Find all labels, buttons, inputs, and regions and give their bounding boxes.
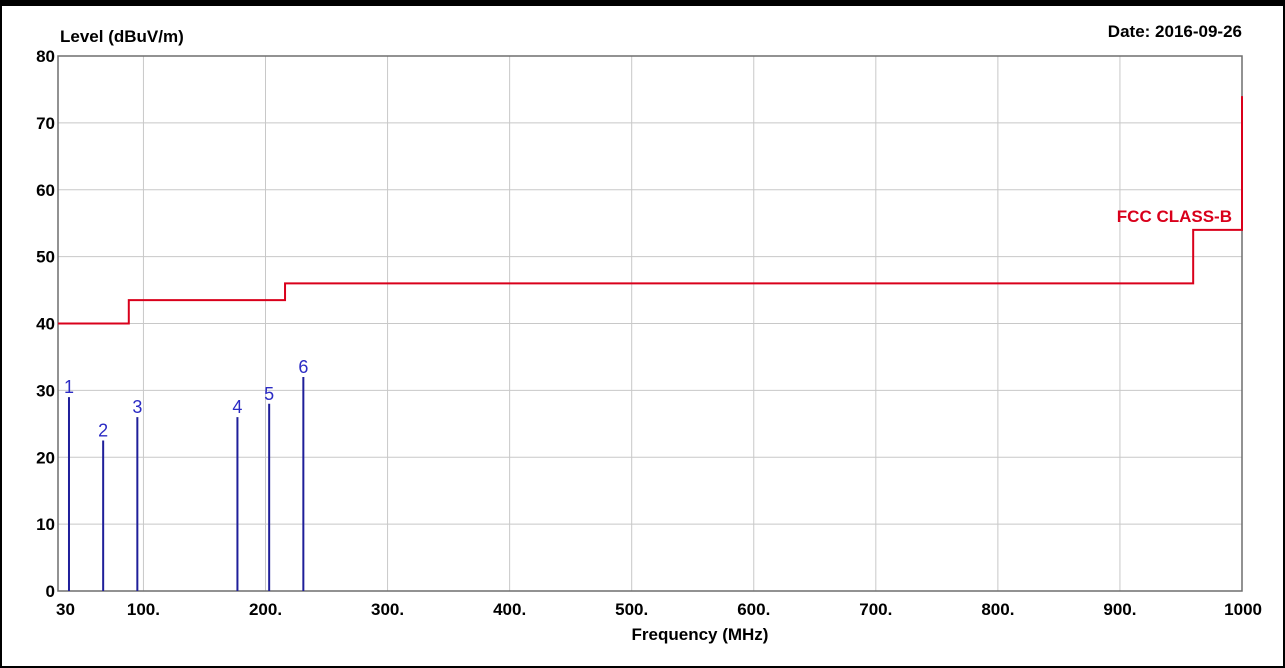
grid-lines [58, 56, 1242, 591]
x-tick-label: 500. [615, 600, 648, 619]
y-tick-label: 20 [36, 448, 55, 467]
x-tick-label: 600. [737, 600, 770, 619]
limit-line-label: FCC CLASS-B [1117, 207, 1232, 226]
x-tick-label: 30 [56, 600, 75, 619]
peak-markers: 1 2 3 4 5 6 [64, 357, 308, 591]
y-tick-label: 10 [36, 515, 55, 534]
y-axis-label: Level (dBuV/m) [60, 27, 184, 46]
x-tick-label: 700. [859, 600, 892, 619]
x-tick-label: 100. [127, 600, 160, 619]
limit-line-fcc-class-b [58, 96, 1243, 325]
y-tick-label: 0 [46, 582, 55, 601]
peak-label-6: 6 [298, 357, 308, 377]
x-tick-label: 300. [371, 600, 404, 619]
peak-label-1: 1 [64, 377, 74, 397]
x-tick-label: 1000 [1224, 600, 1262, 619]
peak-label-5: 5 [264, 384, 274, 404]
x-tick-label: 200. [249, 600, 282, 619]
peak-label-3: 3 [132, 397, 142, 417]
top-strip [0, 0, 1285, 6]
x-tick-label: 400. [493, 600, 526, 619]
y-tick-label: 40 [36, 315, 55, 334]
x-axis-label: Frequency (MHz) [632, 625, 769, 644]
date-label: Date: 2016-09-26 [1108, 22, 1242, 41]
y-tick-label: 50 [36, 248, 55, 267]
y-tick-labels: 0 10 20 30 40 50 60 70 80 [36, 47, 55, 601]
x-tick-labels: 30 100. 200. 300. 400. 500. 600. 700. 800. 900. 10… [56, 600, 1262, 619]
peak-label-4: 4 [232, 397, 242, 417]
y-tick-label: 70 [36, 114, 55, 133]
x-tick-label: 800. [981, 600, 1014, 619]
x-tick-label: 900. [1103, 600, 1136, 619]
y-tick-label: 30 [36, 381, 55, 400]
peak-label-2: 2 [98, 421, 108, 441]
y-tick-label: 60 [36, 181, 55, 200]
y-tick-label: 80 [36, 47, 55, 66]
